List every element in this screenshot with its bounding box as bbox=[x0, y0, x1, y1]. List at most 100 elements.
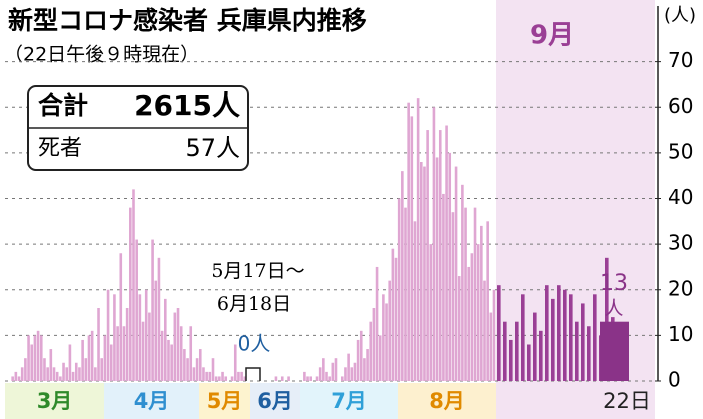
bar bbox=[492, 289, 496, 381]
bar bbox=[451, 212, 455, 381]
bar bbox=[359, 330, 363, 381]
month-band bbox=[398, 383, 496, 419]
month-band bbox=[250, 383, 300, 419]
bar bbox=[407, 102, 410, 381]
y-tick-label: 0 bbox=[668, 368, 681, 392]
month-label: 8月 bbox=[429, 389, 465, 413]
bar bbox=[62, 362, 65, 381]
bar bbox=[195, 358, 199, 381]
bar bbox=[442, 193, 445, 381]
bar bbox=[36, 330, 40, 381]
bar bbox=[426, 130, 429, 381]
bar bbox=[189, 326, 193, 381]
bar bbox=[309, 376, 312, 381]
bar bbox=[30, 344, 34, 381]
annotation-line: 6月18日 bbox=[217, 293, 291, 315]
bar bbox=[68, 344, 72, 381]
bar bbox=[322, 358, 325, 381]
bar bbox=[435, 157, 439, 381]
value-label: 13 bbox=[600, 271, 628, 296]
bar bbox=[173, 312, 177, 381]
bar bbox=[404, 207, 407, 381]
bar bbox=[46, 367, 49, 381]
bar bbox=[416, 98, 420, 381]
bar bbox=[489, 312, 493, 381]
bar bbox=[318, 367, 322, 381]
bar bbox=[144, 289, 148, 381]
bar bbox=[473, 207, 477, 381]
bar bbox=[186, 358, 189, 381]
bar bbox=[214, 376, 218, 381]
bar bbox=[331, 362, 335, 381]
bar bbox=[211, 358, 215, 381]
bar bbox=[385, 303, 388, 381]
chart-subtitle: （22日午後９時現在） bbox=[4, 44, 199, 66]
bar bbox=[454, 166, 458, 381]
bar bbox=[122, 326, 126, 381]
bar bbox=[176, 308, 180, 381]
bar bbox=[401, 171, 404, 381]
bar bbox=[423, 166, 426, 381]
bar bbox=[14, 371, 18, 381]
month-label: 3月 bbox=[37, 389, 73, 413]
bar bbox=[94, 367, 97, 381]
bar bbox=[325, 371, 328, 381]
bar bbox=[388, 280, 391, 381]
bar bbox=[347, 353, 350, 381]
bar bbox=[59, 376, 62, 381]
bar bbox=[448, 152, 452, 381]
bar bbox=[205, 371, 208, 381]
bar bbox=[509, 339, 513, 381]
bar bbox=[74, 362, 78, 381]
bar bbox=[378, 335, 382, 381]
month-label: 22日 bbox=[603, 389, 651, 413]
y-tick-label: 40 bbox=[668, 185, 693, 209]
bar bbox=[515, 321, 519, 381]
bar bbox=[103, 335, 107, 381]
bar bbox=[33, 335, 37, 381]
summary-label: 合計 bbox=[38, 91, 88, 120]
bar bbox=[11, 376, 14, 381]
bar bbox=[429, 244, 433, 381]
bar bbox=[17, 376, 21, 381]
bar bbox=[432, 107, 436, 381]
bar bbox=[233, 344, 237, 381]
bar bbox=[353, 362, 357, 381]
bar bbox=[119, 253, 123, 381]
bar bbox=[218, 376, 221, 381]
bar bbox=[375, 266, 379, 381]
y-tick-label: 70 bbox=[668, 48, 693, 72]
bar bbox=[503, 321, 507, 381]
bar bbox=[81, 339, 84, 381]
month-label: 7月 bbox=[331, 389, 367, 413]
bar bbox=[445, 125, 448, 381]
bar bbox=[138, 294, 142, 381]
bar bbox=[106, 289, 110, 381]
bar bbox=[545, 285, 549, 381]
bar bbox=[154, 280, 158, 381]
bar bbox=[243, 376, 247, 381]
bar bbox=[113, 294, 116, 381]
y-tick-label: 50 bbox=[668, 139, 693, 163]
bar bbox=[97, 308, 100, 381]
bar bbox=[480, 225, 483, 381]
bar bbox=[24, 358, 27, 381]
bar bbox=[438, 130, 442, 381]
bar bbox=[569, 294, 573, 381]
bar bbox=[575, 321, 579, 381]
bar bbox=[366, 349, 369, 381]
bar bbox=[230, 376, 234, 381]
bar bbox=[224, 376, 228, 381]
bar bbox=[71, 371, 75, 381]
bar bbox=[551, 298, 555, 381]
chart-title: 新型コロナ感染者 兵庫県内推移 bbox=[8, 6, 367, 35]
bar bbox=[274, 376, 278, 381]
bar bbox=[356, 339, 360, 381]
bar bbox=[539, 330, 543, 381]
bar bbox=[78, 367, 81, 381]
y-tick-label: 60 bbox=[668, 94, 693, 118]
bar bbox=[39, 335, 43, 381]
bar bbox=[476, 244, 480, 381]
